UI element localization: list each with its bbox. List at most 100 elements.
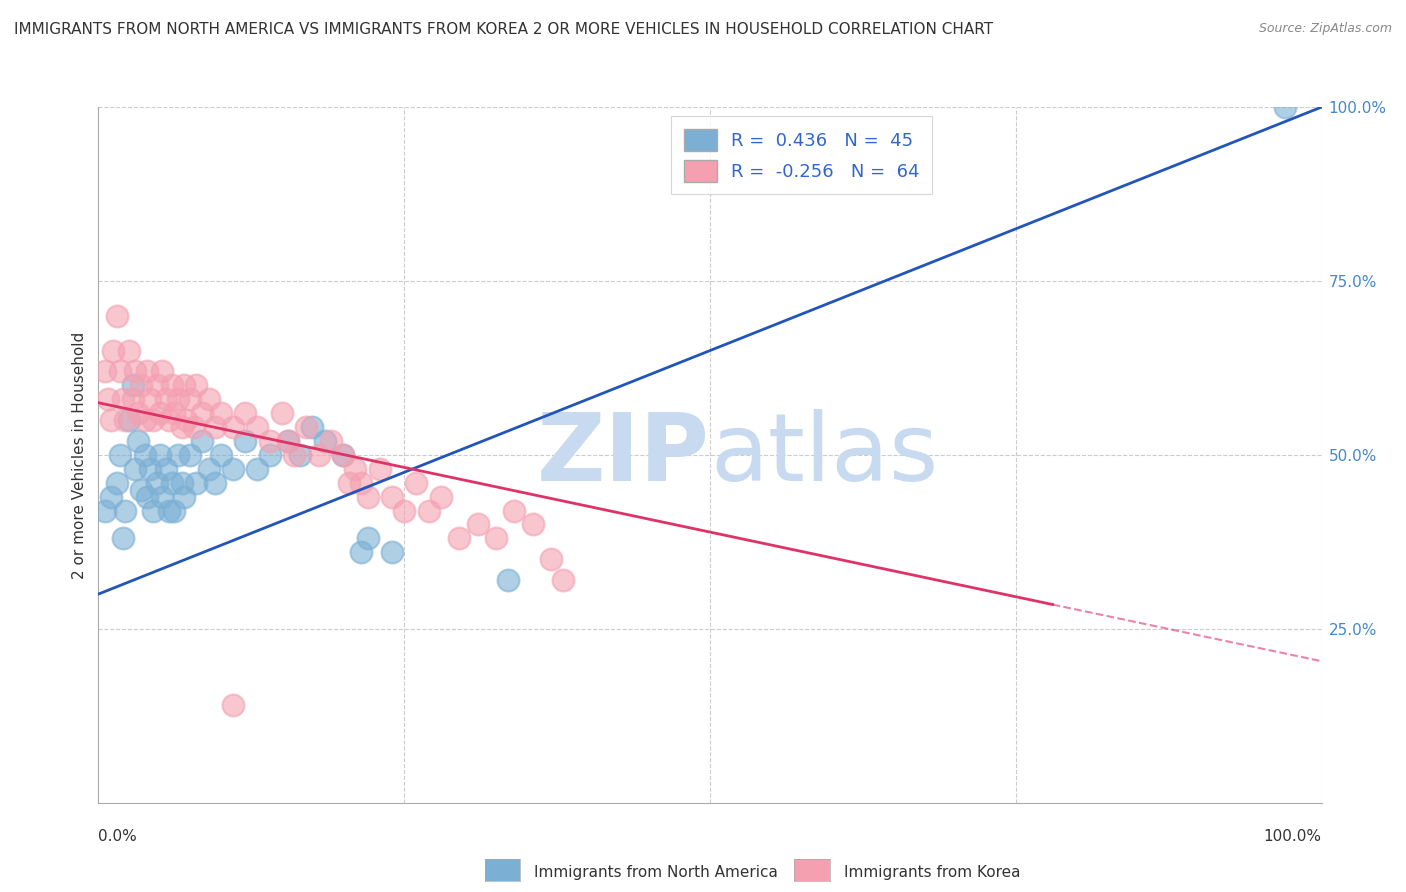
Point xyxy=(290,448,312,462)
Point xyxy=(179,448,201,462)
Point xyxy=(142,503,165,517)
Point xyxy=(204,475,226,490)
Text: 0.0%: 0.0% xyxy=(98,829,138,844)
Point xyxy=(167,448,190,462)
Point xyxy=(204,420,226,434)
Point xyxy=(93,503,115,517)
Point xyxy=(197,462,219,476)
Point xyxy=(114,503,136,517)
Point xyxy=(105,475,128,490)
Point xyxy=(191,434,214,448)
Point xyxy=(146,378,169,392)
Point xyxy=(209,406,232,420)
Point xyxy=(114,413,136,427)
Point xyxy=(134,448,156,462)
Point xyxy=(127,434,149,448)
Point xyxy=(173,490,195,504)
Point xyxy=(553,573,575,587)
Point xyxy=(163,406,186,420)
Point xyxy=(301,420,323,434)
Legend: R =  0.436   N =  45, R =  -0.256   N =  64: R = 0.436 N = 45, R = -0.256 N = 64 xyxy=(672,116,932,194)
Point xyxy=(129,378,152,392)
Point xyxy=(222,698,245,713)
Point xyxy=(368,462,391,476)
Point xyxy=(155,392,177,407)
Point xyxy=(179,392,201,407)
Point xyxy=(111,392,134,407)
Point xyxy=(308,448,330,462)
Point xyxy=(350,545,373,559)
Point xyxy=(283,448,305,462)
Point xyxy=(222,420,245,434)
Point xyxy=(110,448,132,462)
Text: 100.0%: 100.0% xyxy=(1264,829,1322,844)
Point xyxy=(139,392,162,407)
Point xyxy=(157,413,180,427)
Point xyxy=(197,392,219,407)
Point xyxy=(150,364,173,378)
Point xyxy=(170,420,193,434)
Point xyxy=(332,448,354,462)
Point xyxy=(149,406,172,420)
Text: atlas: atlas xyxy=(710,409,938,501)
Point xyxy=(127,406,149,420)
Point xyxy=(344,462,367,476)
Point xyxy=(93,364,115,378)
Point xyxy=(540,552,562,566)
Point xyxy=(270,406,294,420)
Point xyxy=(183,420,205,434)
Point xyxy=(170,475,193,490)
Point xyxy=(186,475,208,490)
Point xyxy=(496,573,519,587)
Point xyxy=(233,406,256,420)
Point xyxy=(118,343,141,358)
Text: ZIP: ZIP xyxy=(537,409,710,501)
Point xyxy=(160,475,183,490)
Point xyxy=(149,448,172,462)
Text: IMMIGRANTS FROM NORTH AMERICA VS IMMIGRANTS FROM KOREA 2 OR MORE VEHICLES IN HOU: IMMIGRANTS FROM NORTH AMERICA VS IMMIGRA… xyxy=(14,22,993,37)
Point xyxy=(129,483,152,497)
Point xyxy=(105,309,128,323)
Point xyxy=(222,462,245,476)
Point xyxy=(209,448,232,462)
Point xyxy=(111,532,134,546)
Point xyxy=(392,503,416,517)
Point xyxy=(259,448,281,462)
Point xyxy=(356,490,378,504)
Point xyxy=(295,420,318,434)
Point xyxy=(121,392,143,407)
Point xyxy=(150,490,173,504)
Text: Immigrants from North America: Immigrants from North America xyxy=(534,865,778,880)
Point xyxy=(134,413,156,427)
Point xyxy=(142,413,165,427)
Point xyxy=(259,434,281,448)
Point xyxy=(124,462,146,476)
Point xyxy=(246,420,269,434)
Point xyxy=(277,434,299,448)
Point xyxy=(381,545,404,559)
Text: Immigrants from Korea: Immigrants from Korea xyxy=(844,865,1021,880)
Point xyxy=(124,364,146,378)
Point xyxy=(136,364,159,378)
Point xyxy=(97,392,120,407)
Point xyxy=(176,413,198,427)
Point xyxy=(167,392,190,407)
Point xyxy=(139,462,162,476)
Point xyxy=(246,462,269,476)
Y-axis label: 2 or more Vehicles in Household: 2 or more Vehicles in Household xyxy=(72,331,87,579)
Point xyxy=(332,448,354,462)
Point xyxy=(418,503,440,517)
Point xyxy=(485,532,508,546)
Point xyxy=(157,503,180,517)
Point xyxy=(430,490,453,504)
Point xyxy=(503,503,526,517)
Point xyxy=(350,475,373,490)
Point xyxy=(186,378,208,392)
Point xyxy=(155,462,177,476)
Point xyxy=(146,475,169,490)
Point xyxy=(173,378,195,392)
Point xyxy=(277,434,299,448)
Point xyxy=(136,490,159,504)
Point xyxy=(100,413,122,427)
Point xyxy=(110,364,132,378)
